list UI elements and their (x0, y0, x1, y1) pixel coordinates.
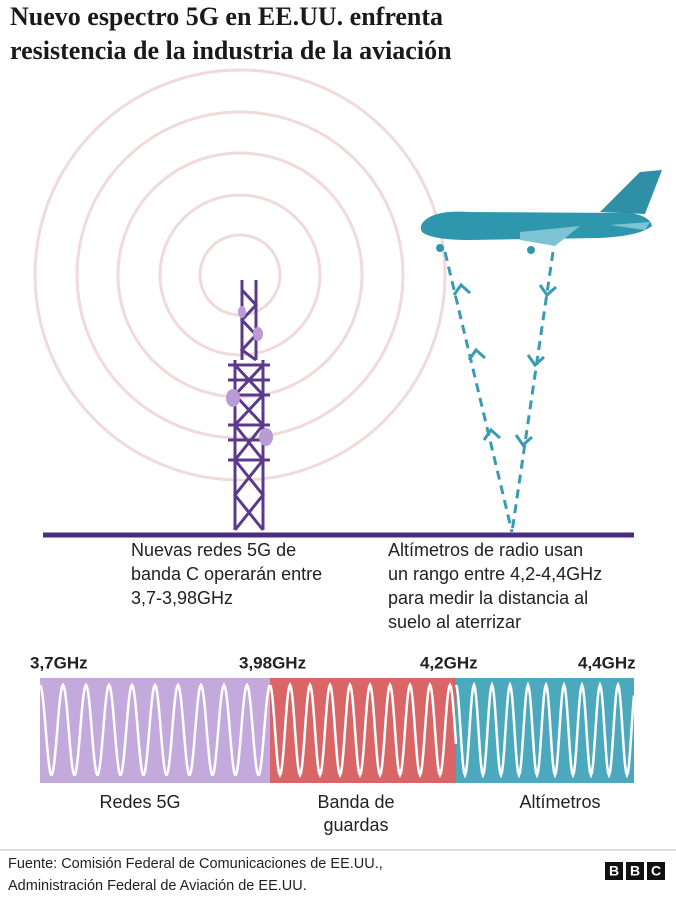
altimeter-caption: Altímetros de radio usan (388, 540, 583, 560)
waves (38, 681, 636, 779)
wave (268, 681, 458, 779)
tower-caption: Nuevas redes 5G de (131, 540, 296, 560)
frequency-label: 4,2GHz (420, 653, 478, 672)
logo-letter: B (609, 863, 619, 879)
airplane (420, 170, 662, 254)
logo-letter: B (630, 863, 640, 879)
tower-caption: banda C operarán entre (131, 564, 322, 584)
band-label: Altímetros (519, 792, 600, 812)
band-label: Redes 5G (99, 792, 180, 812)
tower-caption: 3,7-3,98GHz (131, 588, 233, 608)
band-label: guardas (323, 815, 388, 835)
radar-beams (443, 251, 555, 533)
frequency-label: 3,7GHz (30, 653, 88, 672)
title-line: resistencia de la industria de la aviaci… (10, 36, 452, 65)
bbc-logo: B B C (605, 862, 665, 880)
wave (454, 681, 636, 779)
band-label: Banda de (317, 792, 394, 812)
altimeter-caption: suelo al aterrizar (388, 612, 521, 632)
wave (38, 682, 272, 776)
source-line: Fuente: Comisión Federal de Comunicacion… (8, 856, 383, 872)
logo-letter: C (651, 863, 661, 879)
signal-rings (33, 68, 447, 482)
frequency-label: 4,4GHz (578, 653, 636, 672)
beam-arrows (452, 282, 557, 448)
source-line: Administración Federal de Aviación de EE… (8, 878, 307, 894)
antennas (226, 306, 273, 446)
altimeter-caption: para medir la distancia al (388, 588, 588, 608)
band-5g (40, 678, 270, 783)
frequency-label: 3,98GHz (239, 653, 306, 672)
altimeter-caption: un rango entre 4,2-4,4GHz (388, 564, 602, 584)
title-line: Nuevo espectro 5G en EE.UU. enfrenta (10, 2, 443, 31)
